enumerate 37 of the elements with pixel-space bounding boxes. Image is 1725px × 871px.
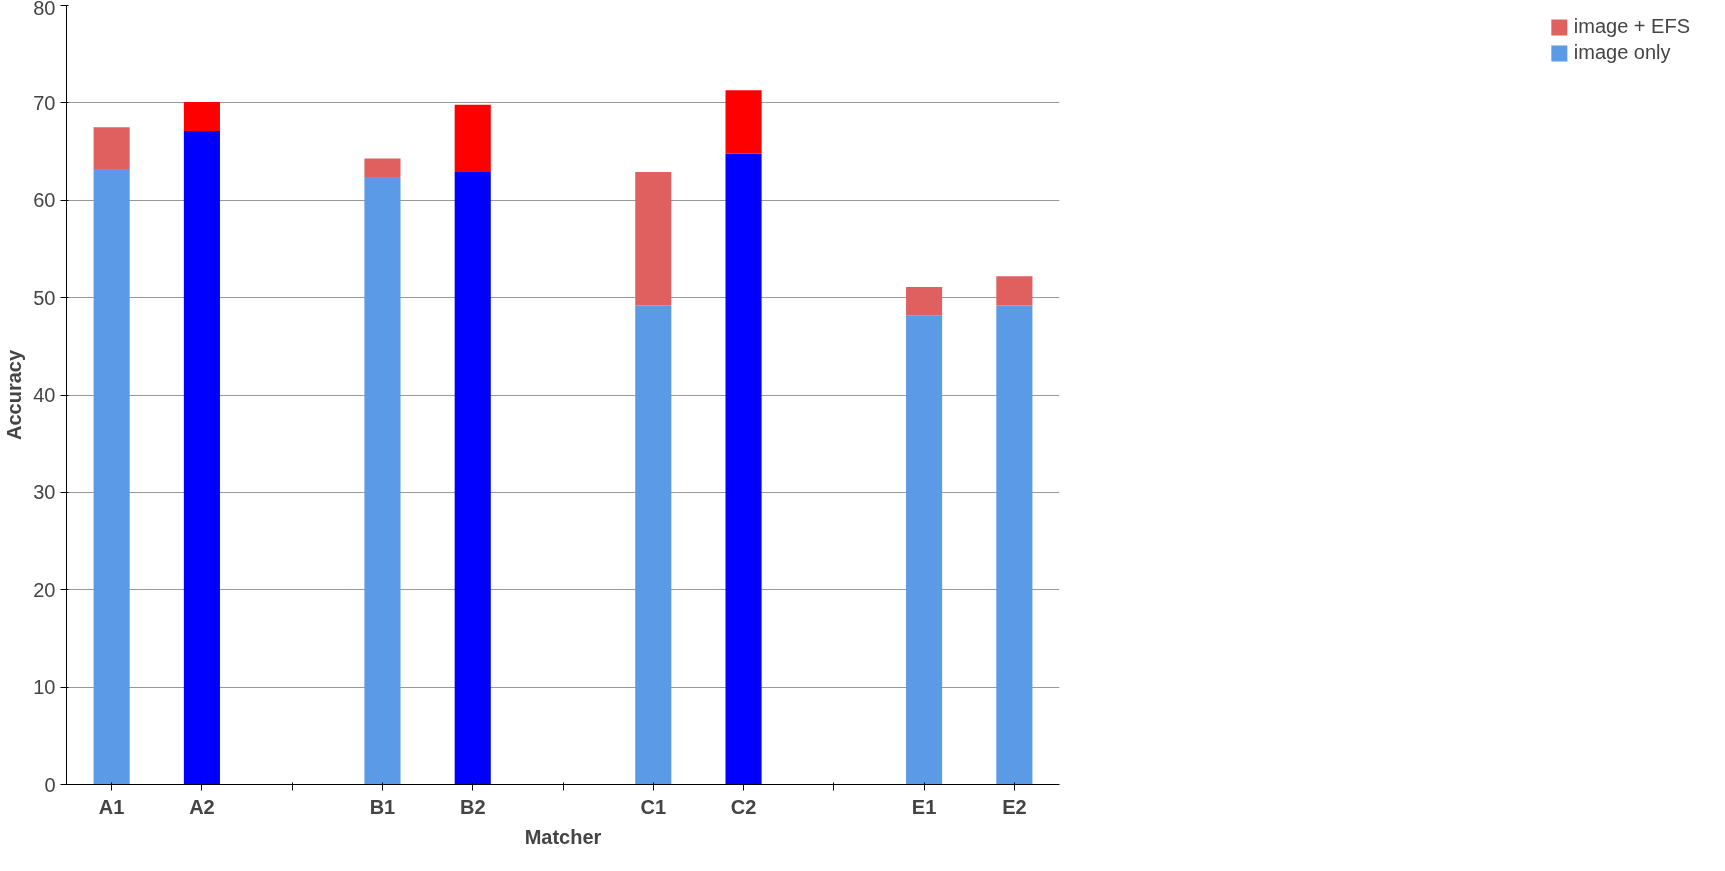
bar [454, 104, 491, 173]
bar [364, 158, 401, 177]
bar [906, 286, 943, 316]
bar [725, 153, 762, 785]
y-tick-label: 40 [33, 384, 56, 406]
legend-label: image only [1573, 41, 1671, 64]
bar [635, 172, 672, 306]
bar [364, 176, 401, 785]
x-tick-label: E2 [1002, 795, 1027, 818]
x-tick-label: C1 [640, 795, 667, 818]
y-tick-label: 0 [44, 773, 56, 796]
x-tick-label: B1 [369, 795, 396, 818]
x-tick-label: A2 [189, 795, 215, 818]
bar [996, 276, 1033, 306]
bar [93, 169, 130, 785]
y-tick-label: 30 [33, 481, 56, 504]
y-tick-label: 20 [33, 578, 56, 601]
y-tick-label: 70 [33, 91, 56, 114]
x-tick-label: C2 [730, 795, 757, 818]
bar [454, 172, 491, 785]
bar [93, 127, 130, 170]
y-axis-title: Accuracy [3, 349, 26, 441]
y-tick-label: 60 [33, 189, 56, 212]
bar [183, 101, 220, 132]
bar [635, 305, 672, 785]
x-tick-label: B2 [459, 795, 486, 818]
x-tick-label: E1 [911, 795, 937, 818]
bar [906, 315, 943, 785]
y-tick-label: 10 [33, 676, 56, 699]
y-tick-label: 80 [33, 0, 56, 19]
x-tick-label: A1 [98, 795, 125, 818]
bar [996, 305, 1033, 785]
bar [183, 131, 220, 785]
bar [725, 90, 762, 154]
legend-label: image + EFS [1573, 15, 1690, 38]
x-axis-title: Matcher [524, 825, 602, 848]
y-tick-label: 50 [33, 286, 56, 309]
